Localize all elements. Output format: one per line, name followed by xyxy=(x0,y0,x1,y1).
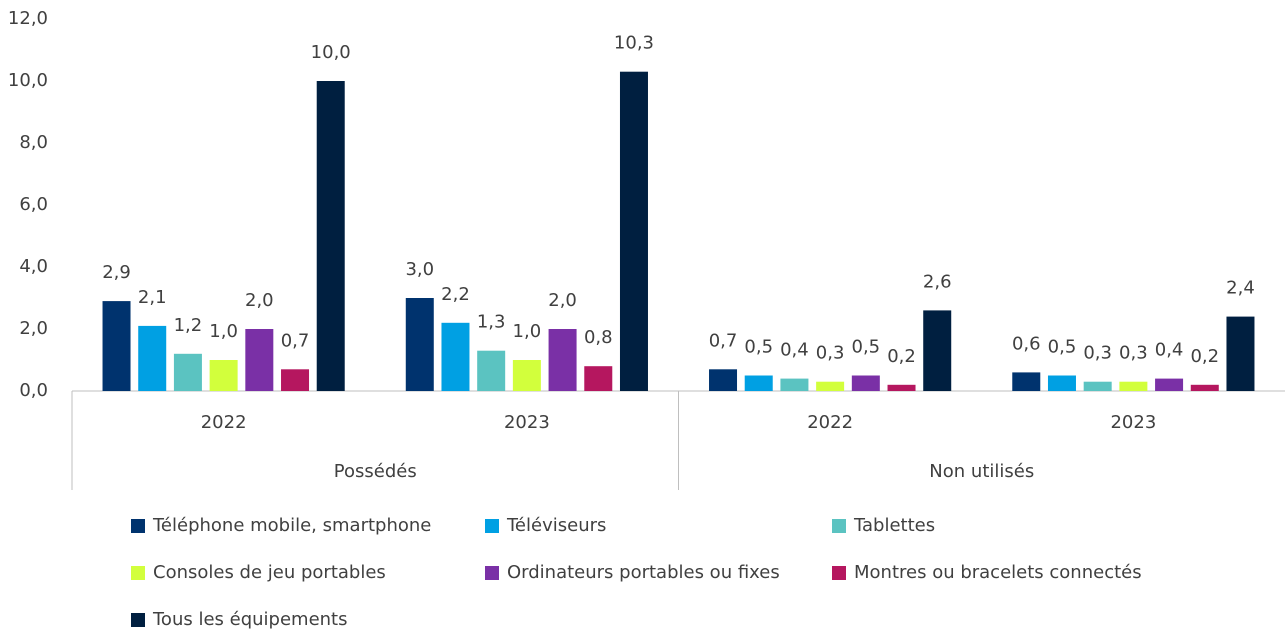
value-label: 0,5 xyxy=(1048,337,1077,358)
legend-swatch xyxy=(131,566,145,580)
value-label: 0,2 xyxy=(1190,346,1219,367)
bar xyxy=(209,360,238,391)
value-label: 0,5 xyxy=(852,337,881,358)
bar xyxy=(1190,384,1219,391)
bar xyxy=(851,375,880,391)
legend-label: Tous les équipements xyxy=(152,609,348,630)
legend-label: Téléviseurs xyxy=(506,515,606,536)
bar xyxy=(1012,372,1041,391)
value-label: 0,8 xyxy=(584,327,613,348)
value-label: 0,2 xyxy=(887,346,916,367)
legend-label: Tablettes xyxy=(853,515,935,536)
value-label: 2,4 xyxy=(1226,278,1255,299)
y-tick-label: 10,0 xyxy=(8,70,48,91)
legend-swatch xyxy=(485,566,499,580)
legend-swatch xyxy=(832,566,846,580)
bar xyxy=(102,301,131,391)
group-label: Non utilisés xyxy=(929,461,1034,482)
bar xyxy=(512,360,541,391)
bar xyxy=(1083,381,1112,391)
bar xyxy=(923,310,952,391)
value-label: 0,3 xyxy=(816,343,845,364)
value-label: 2,2 xyxy=(441,284,470,305)
x-tick-label: 2022 xyxy=(807,412,853,433)
bar xyxy=(281,369,310,391)
x-tick-label: 2022 xyxy=(201,412,247,433)
y-tick-label: 12,0 xyxy=(8,8,48,29)
value-label: 0,6 xyxy=(1012,333,1041,354)
value-label: 1,0 xyxy=(209,321,238,342)
legend-label: Consoles de jeu portables xyxy=(153,562,386,583)
value-label: 1,3 xyxy=(477,312,506,333)
bar xyxy=(1119,381,1148,391)
value-label: 0,7 xyxy=(281,330,310,351)
bar xyxy=(887,384,916,391)
bar xyxy=(744,375,773,391)
legend-swatch xyxy=(131,519,145,533)
legend-swatch xyxy=(131,613,145,627)
value-label: 2,1 xyxy=(138,287,167,308)
bar xyxy=(138,325,167,391)
legend-label: Téléphone mobile, smartphone xyxy=(152,515,431,536)
x-tick-label: 2023 xyxy=(504,412,550,433)
bar xyxy=(1155,378,1184,391)
bar xyxy=(584,366,613,391)
x-tick-label: 2023 xyxy=(1110,412,1156,433)
value-label: 2,9 xyxy=(102,262,131,283)
bar xyxy=(816,381,845,391)
y-tick-label: 8,0 xyxy=(19,132,48,153)
value-label: 0,4 xyxy=(1155,340,1184,361)
legend-swatch xyxy=(485,519,499,533)
bar xyxy=(405,298,434,391)
value-label: 2,0 xyxy=(245,290,274,311)
bar xyxy=(173,353,202,391)
value-label: 3,0 xyxy=(405,259,434,280)
value-label: 0,4 xyxy=(780,340,809,361)
value-label: 1,2 xyxy=(174,315,203,336)
bar xyxy=(477,350,506,391)
y-tick-label: 6,0 xyxy=(19,194,48,215)
y-tick-label: 0,0 xyxy=(19,380,48,401)
legend-label: Montres ou bracelets connectés xyxy=(854,562,1142,583)
y-tick-label: 4,0 xyxy=(19,256,48,277)
bar xyxy=(1226,316,1255,391)
bar xyxy=(316,81,345,391)
value-label: 2,0 xyxy=(548,290,577,311)
value-label: 1,0 xyxy=(513,321,542,342)
bar xyxy=(780,378,809,391)
value-label: 0,5 xyxy=(744,337,773,358)
value-label: 0,3 xyxy=(1119,343,1148,364)
bar xyxy=(1047,375,1076,391)
value-label: 10,3 xyxy=(614,33,654,54)
legend-swatch xyxy=(832,519,846,533)
value-label: 2,6 xyxy=(923,271,952,292)
bar xyxy=(548,329,577,391)
value-label: 10,0 xyxy=(311,42,351,63)
bar xyxy=(619,71,648,391)
y-tick-label: 2,0 xyxy=(19,318,48,339)
legend-label: Ordinateurs portables ou fixes xyxy=(507,562,780,583)
group-label: Possédés xyxy=(334,461,417,482)
bar xyxy=(709,369,738,391)
value-label: 0,7 xyxy=(709,330,738,351)
value-label: 0,3 xyxy=(1083,343,1112,364)
bar xyxy=(245,329,274,391)
bar xyxy=(441,322,470,391)
